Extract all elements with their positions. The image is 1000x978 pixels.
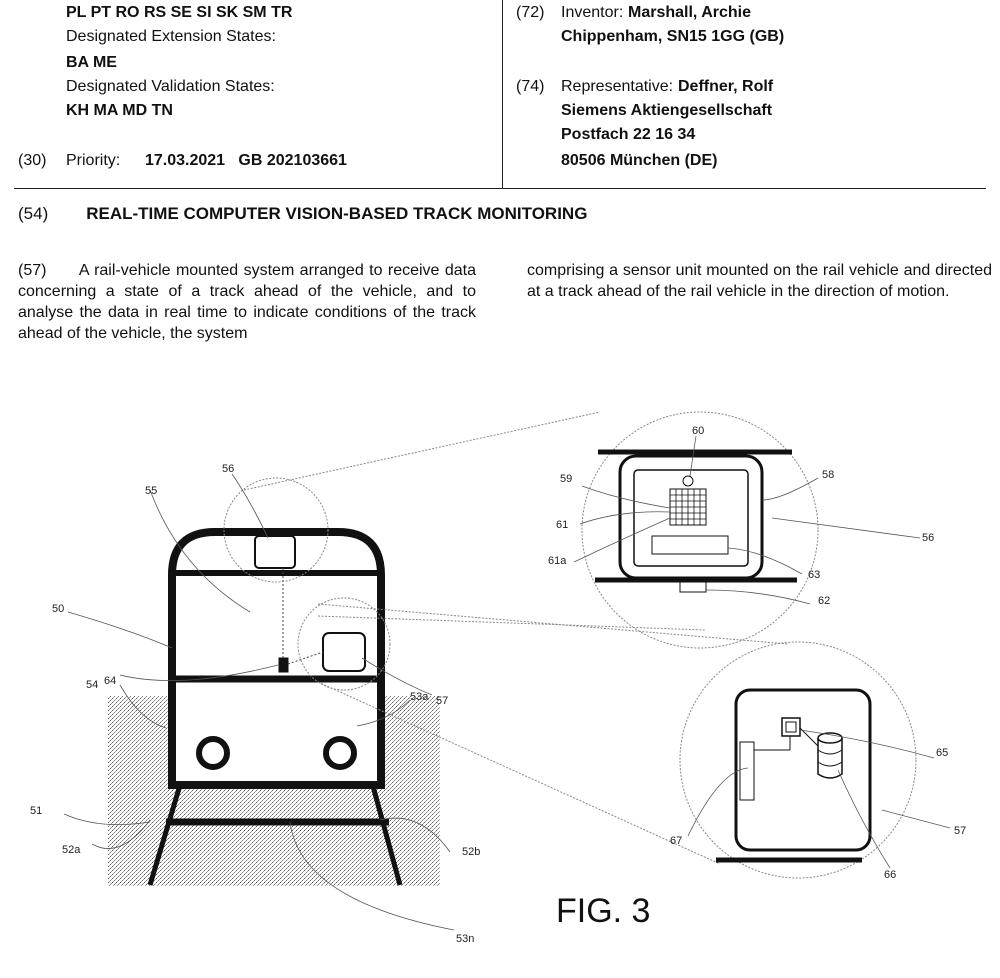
label-62: 62 bbox=[818, 595, 830, 607]
label-64: 64 bbox=[104, 675, 116, 687]
abstract-column-2: comprising a sensor unit mounted on the … bbox=[527, 260, 992, 302]
inventor-label: Inventor: bbox=[561, 4, 624, 21]
abstract-text-1: A rail-vehicle mounted system arranged t… bbox=[18, 262, 477, 342]
column-divider bbox=[502, 0, 503, 188]
processor-chip bbox=[781, 717, 801, 737]
processing-unit-detail bbox=[716, 688, 872, 863]
representative-label: Representative: bbox=[561, 78, 674, 95]
representative-name: Deffner, Rolf bbox=[678, 78, 774, 95]
representative-street: Postfach 22 16 34 bbox=[561, 126, 696, 143]
mount-62 bbox=[679, 579, 707, 593]
designated-states-line: PL PT RO RS SE SI SK SM TR bbox=[66, 4, 293, 21]
title-code: (54) bbox=[18, 204, 49, 223]
lens-60 bbox=[682, 475, 694, 487]
priority-code: (30) bbox=[18, 152, 47, 169]
database-66 bbox=[817, 738, 843, 779]
label-67: 67 bbox=[670, 835, 682, 847]
connector-64 bbox=[278, 657, 289, 673]
label-65: 65 bbox=[936, 747, 948, 759]
label-55: 55 bbox=[145, 485, 157, 497]
label-63: 63 bbox=[808, 569, 820, 581]
reference-labels: 50 51 52a 52b 53a 53n 54 55 56 57 64 59 … bbox=[30, 425, 966, 945]
zoom-circle-sensor-large bbox=[581, 411, 819, 649]
label-56b: 56 bbox=[922, 532, 934, 544]
headlight-right bbox=[323, 736, 357, 770]
label-52a: 52a bbox=[62, 844, 81, 856]
title-row: (54) REAL-TIME COMPUTER VISION-BASED TRAC… bbox=[18, 204, 587, 224]
figure-caption: FIG. 3 bbox=[556, 892, 650, 930]
label-58: 58 bbox=[822, 469, 834, 481]
label-59: 59 bbox=[560, 473, 572, 485]
label-52b: 52b bbox=[462, 846, 480, 858]
zoom-circle-sensor-small bbox=[223, 477, 329, 583]
patent-title: REAL-TIME COMPUTER VISION-BASED TRACK MO… bbox=[86, 204, 588, 223]
priority-label: Priority: bbox=[66, 152, 121, 169]
representative-company: Siemens Aktiengesellschaft bbox=[561, 102, 773, 119]
representative-city: 80506 München (DE) bbox=[561, 152, 718, 169]
validation-states-label: Designated Validation States: bbox=[66, 78, 275, 95]
zoom-circle-processor-small bbox=[297, 597, 391, 691]
label-66: 66 bbox=[884, 869, 896, 881]
priority-value: 17.03.2021 GB 202103661 bbox=[145, 152, 347, 169]
extension-states-label: Designated Extension States: bbox=[66, 28, 276, 45]
zoom-circle-processor-large bbox=[679, 641, 917, 879]
label-60: 60 bbox=[692, 425, 704, 437]
inventor-name: Marshall, Archie bbox=[628, 4, 752, 21]
label-61: 61 bbox=[556, 519, 568, 531]
interface-67 bbox=[739, 741, 755, 801]
label-54: 54 bbox=[86, 679, 98, 691]
representative-code: (74) bbox=[516, 78, 545, 95]
validation-states-values: KH MA MD TN bbox=[66, 102, 173, 119]
inventor-code: (72) bbox=[516, 4, 545, 21]
label-57b: 57 bbox=[954, 825, 966, 837]
abstract-column-1: (57) A rail-vehicle mounted system arran… bbox=[18, 260, 476, 344]
patent-figure: 50 51 52a 52b 53a 53n 54 55 56 57 64 59 … bbox=[30, 411, 966, 945]
processing-box bbox=[322, 632, 366, 672]
abstract-text-2: comprising a sensor unit mounted on the … bbox=[527, 262, 992, 300]
headlight-left bbox=[196, 736, 230, 770]
extension-states-values: BA ME bbox=[66, 54, 117, 71]
label-53a: 53a bbox=[410, 691, 429, 703]
label-56: 56 bbox=[222, 463, 234, 475]
label-57: 57 bbox=[436, 695, 448, 707]
module-63 bbox=[651, 535, 729, 555]
sensor-unit-detail bbox=[595, 449, 797, 593]
label-50: 50 bbox=[52, 603, 64, 615]
label-53n: 53n bbox=[456, 933, 474, 945]
label-61a: 61a bbox=[548, 555, 567, 567]
header-separator bbox=[14, 188, 986, 189]
inventor-address: Chippenham, SN15 1GG (GB) bbox=[561, 28, 785, 45]
train-front bbox=[168, 528, 385, 789]
label-51: 51 bbox=[30, 805, 42, 817]
sensor-housing bbox=[254, 535, 296, 569]
abstract-code: (57) bbox=[18, 262, 47, 279]
